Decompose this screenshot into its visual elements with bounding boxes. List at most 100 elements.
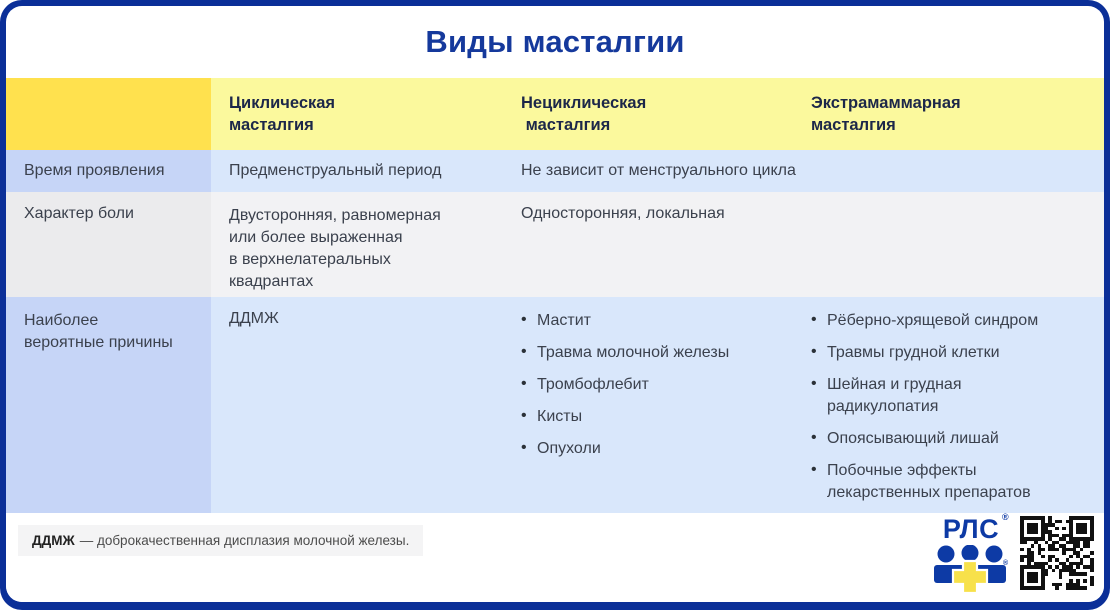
qr-module bbox=[1058, 568, 1063, 573]
qr-module bbox=[1079, 572, 1084, 576]
qr-module bbox=[1048, 530, 1052, 534]
qr-module bbox=[1055, 519, 1059, 524]
qr-module bbox=[1020, 568, 1024, 573]
qr-module bbox=[1072, 540, 1077, 545]
column-header-noncyclic: Нециклическая масталгия bbox=[503, 78, 793, 150]
qr-module bbox=[1030, 526, 1035, 531]
qr-module bbox=[1069, 582, 1073, 587]
qr-module bbox=[1034, 537, 1038, 541]
qr-module bbox=[1072, 547, 1077, 552]
qr-module bbox=[1079, 516, 1084, 520]
list-item: Травмы грудной клетки bbox=[811, 341, 1061, 364]
qr-module bbox=[1048, 537, 1052, 541]
qr-module bbox=[1034, 561, 1038, 566]
cell-time-cyclic: Предменструальный период bbox=[211, 150, 503, 192]
qr-module bbox=[1090, 575, 1094, 580]
mastalgia-table: Циклическая масталгия Нециклическая маст… bbox=[6, 78, 1104, 513]
noncyclic-causes-list: Мастит Травма молочной железы Тромбофлебит… bbox=[521, 309, 777, 460]
qr-module bbox=[1020, 537, 1024, 541]
list-item: Шейная и грудная радикулопатия bbox=[811, 373, 1061, 418]
qr-module bbox=[1090, 526, 1094, 531]
list-item: Опоясывающий лишай bbox=[811, 427, 1061, 450]
qr-module bbox=[1069, 547, 1073, 552]
card-body: Виды масталгии Циклическая масталгия Нец… bbox=[6, 6, 1104, 602]
qr-module bbox=[1027, 537, 1031, 541]
qr-module bbox=[1048, 558, 1052, 562]
qr-module bbox=[1037, 586, 1042, 590]
qr-module bbox=[1086, 537, 1091, 541]
qr-module bbox=[1072, 582, 1077, 587]
qr-module bbox=[1069, 519, 1073, 524]
qr-module bbox=[1090, 568, 1094, 573]
qr-module bbox=[1051, 523, 1056, 527]
qr-module bbox=[1041, 565, 1045, 569]
qr-module bbox=[1027, 572, 1031, 576]
qr-module bbox=[1069, 579, 1073, 583]
qr-module bbox=[1030, 523, 1035, 527]
qr-module bbox=[1065, 568, 1070, 573]
list-item: Опухоли bbox=[521, 437, 771, 460]
qr-module bbox=[1069, 568, 1073, 573]
qr-module bbox=[1062, 568, 1066, 573]
qr-module bbox=[1079, 561, 1084, 566]
qr-module bbox=[1030, 530, 1035, 534]
qr-module bbox=[1027, 530, 1031, 534]
qr-module bbox=[1020, 554, 1024, 559]
qr-module bbox=[1079, 526, 1084, 531]
qr-module bbox=[1083, 516, 1087, 520]
qr-module bbox=[1037, 547, 1042, 552]
qr-module bbox=[1083, 554, 1087, 559]
brand-block: РЛС ® ® bbox=[931, 513, 1094, 595]
qr-module bbox=[1090, 551, 1094, 555]
qr-module bbox=[1034, 565, 1038, 569]
qr-module bbox=[1069, 561, 1073, 566]
qr-module bbox=[1020, 572, 1024, 576]
qr-module bbox=[1076, 554, 1080, 559]
qr-module bbox=[1041, 568, 1045, 573]
qr-module bbox=[1090, 579, 1094, 583]
qr-module bbox=[1051, 582, 1056, 587]
qr-module bbox=[1076, 565, 1080, 569]
qr-module bbox=[1055, 565, 1059, 569]
qr-module bbox=[1076, 551, 1080, 555]
qr-module bbox=[1020, 533, 1024, 538]
list-item: Кисты bbox=[521, 405, 771, 428]
rls-logo: РЛС ® ® bbox=[931, 513, 1011, 595]
qr-module bbox=[1069, 540, 1073, 545]
footnote-term: ДДМЖ bbox=[32, 533, 75, 548]
qr-module bbox=[1069, 537, 1073, 541]
qr-module bbox=[1058, 572, 1063, 576]
qr-module bbox=[1069, 586, 1073, 590]
row-label-pain-character: Характер боли bbox=[6, 192, 211, 297]
qr-module bbox=[1020, 526, 1024, 531]
qr-module bbox=[1041, 519, 1045, 524]
qr-module bbox=[1076, 579, 1080, 583]
cell-causes-extramammary: Рёберно-хрящевой синдром Травмы грудной к… bbox=[793, 297, 1104, 513]
footnote-text: — доброкачественная дисплазия молочной ж… bbox=[79, 533, 410, 548]
qr-module bbox=[1030, 554, 1035, 559]
qr-module bbox=[1065, 540, 1070, 545]
qr-module bbox=[1030, 586, 1035, 590]
list-item: Мастит bbox=[521, 309, 771, 332]
qr-module bbox=[1027, 526, 1031, 531]
qr-module bbox=[1027, 554, 1031, 559]
qr-module bbox=[1044, 540, 1049, 545]
qr-module bbox=[1090, 565, 1094, 569]
qr-module bbox=[1020, 579, 1024, 583]
qr-module bbox=[1027, 579, 1031, 583]
qr-module bbox=[1027, 575, 1031, 580]
qr-module bbox=[1065, 558, 1070, 562]
qr-module bbox=[1079, 523, 1084, 527]
qr-module bbox=[1041, 572, 1045, 576]
extramammary-causes-list: Рёберно-хрящевой синдром Травмы грудной к… bbox=[811, 309, 1088, 505]
qr-module bbox=[1055, 540, 1059, 545]
qr-module bbox=[1041, 516, 1045, 520]
qr-module bbox=[1062, 526, 1066, 531]
qr-module bbox=[1034, 579, 1038, 583]
qr-module bbox=[1079, 537, 1084, 541]
qr-module bbox=[1090, 519, 1094, 524]
qr-module bbox=[1034, 572, 1038, 576]
cell-pain-noncyclic-extramammary: Односторонняя, локальная bbox=[503, 192, 1104, 297]
row-label-causes: Наиболее вероятные причины bbox=[6, 297, 211, 513]
qr-module bbox=[1058, 561, 1063, 566]
